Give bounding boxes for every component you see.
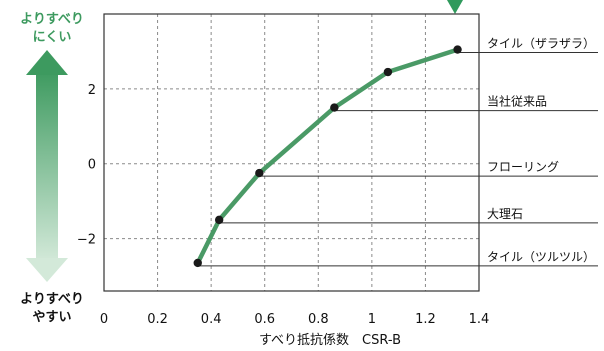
data-point bbox=[453, 45, 462, 54]
data-point bbox=[255, 168, 264, 178]
data-point bbox=[214, 215, 224, 225]
x-tick-label: 0.6 bbox=[254, 312, 275, 327]
x-axis-label: すべり抵抗係数 CSR-B bbox=[259, 333, 401, 348]
x-tick-label: 1.4 bbox=[469, 312, 490, 327]
x-tick-label: 1.2 bbox=[415, 312, 436, 327]
y-tick-label: 0 bbox=[88, 158, 96, 173]
slip-direction-arrow-icon bbox=[26, 50, 68, 282]
y-tick-label: 2 bbox=[88, 83, 96, 98]
y-tick-label: −2 bbox=[77, 233, 96, 248]
bottom-note-line1: よりすべり bbox=[20, 292, 84, 307]
data-point bbox=[193, 258, 202, 268]
data-point bbox=[330, 103, 339, 112]
plot-frame bbox=[103, 13, 480, 292]
annotation-label: タイル（ツルツル） bbox=[487, 250, 595, 264]
x-tick-label: 0.2 bbox=[147, 312, 168, 327]
data-points bbox=[193, 45, 462, 268]
x-tick-label: 0.8 bbox=[308, 312, 329, 327]
data-point bbox=[383, 67, 393, 77]
series-line bbox=[195, 47, 460, 266]
annotation-lines bbox=[197, 52, 598, 267]
x-tick-label: 0.4 bbox=[201, 312, 222, 327]
top-note-line1: よりすべり bbox=[20, 12, 84, 27]
y-tick-labels: 2 0 −2 bbox=[77, 83, 96, 248]
grid bbox=[104, 14, 479, 291]
x-tick-label: 1 bbox=[368, 312, 376, 327]
top-marker-arrow-icon bbox=[447, 0, 463, 14]
annotation-label: 大理石 bbox=[487, 207, 523, 221]
x-tick-labels: 0 0.2 0.4 0.6 0.8 1 1.2 1.4 bbox=[100, 312, 489, 327]
top-note-line2: にくい bbox=[33, 30, 72, 45]
annotation-label: タイル（ザラザラ） bbox=[487, 37, 595, 51]
x-tick-label: 0 bbox=[100, 312, 108, 327]
annotation-label: フローリング bbox=[487, 160, 559, 174]
plot-border bbox=[103, 13, 480, 292]
bottom-note-line2: やすい bbox=[32, 310, 71, 325]
annotation-label: 当社従来品 bbox=[487, 94, 547, 109]
